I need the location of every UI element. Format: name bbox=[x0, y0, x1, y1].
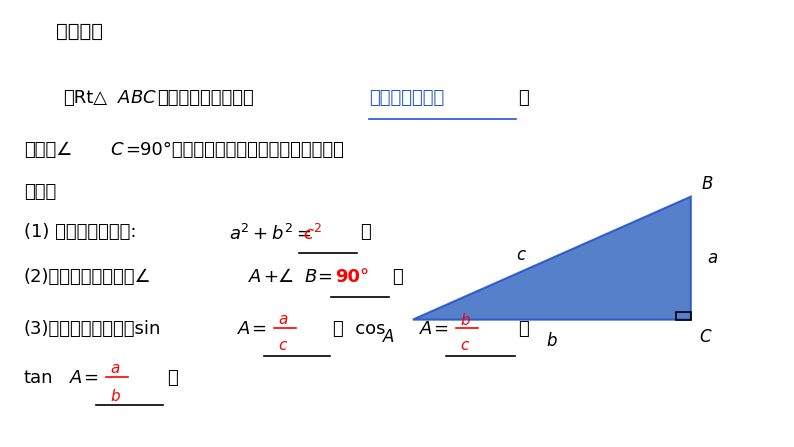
Text: $A$: $A$ bbox=[382, 328, 395, 346]
Text: $b$: $b$ bbox=[460, 312, 471, 328]
Text: ，  cos: ， cos bbox=[333, 320, 386, 337]
Text: 在Rt△: 在Rt△ bbox=[64, 89, 108, 107]
Text: 系呢？: 系呢？ bbox=[24, 183, 56, 201]
Text: $A$: $A$ bbox=[69, 369, 83, 387]
Text: $C$: $C$ bbox=[110, 141, 124, 159]
Text: =: = bbox=[434, 320, 449, 337]
Text: ，: ， bbox=[518, 320, 529, 337]
Text: tan: tan bbox=[24, 369, 53, 387]
Text: ，其中∠: ，其中∠ bbox=[24, 141, 72, 159]
Text: $A$: $A$ bbox=[248, 268, 262, 286]
Text: $a$: $a$ bbox=[278, 312, 289, 327]
Text: ；: ； bbox=[392, 268, 403, 286]
Text: (2)锐角之间的关系：∠: (2)锐角之间的关系：∠ bbox=[24, 268, 152, 286]
Text: =: = bbox=[318, 268, 333, 286]
Text: ；: ； bbox=[360, 224, 372, 241]
Text: =: = bbox=[251, 320, 266, 337]
Text: $B$: $B$ bbox=[304, 268, 318, 286]
Text: $b$: $b$ bbox=[546, 332, 557, 350]
Text: $B$: $B$ bbox=[701, 175, 714, 193]
Text: $b$: $b$ bbox=[110, 388, 121, 404]
Text: $a^2+b^2=$: $a^2+b^2=$ bbox=[229, 224, 311, 244]
Text: $C$: $C$ bbox=[699, 328, 712, 346]
Text: 三条边，三个角: 三条边，三个角 bbox=[369, 89, 445, 107]
Polygon shape bbox=[413, 197, 691, 320]
Text: $ABC$: $ABC$ bbox=[117, 89, 157, 107]
Bar bbox=[676, 312, 691, 320]
Text: $c$: $c$ bbox=[516, 245, 527, 264]
Text: 中，共有六个元素（: 中，共有六个元素（ bbox=[157, 89, 254, 107]
Text: 90°: 90° bbox=[335, 268, 369, 286]
Text: $a$: $a$ bbox=[110, 361, 121, 376]
Text: +∠: +∠ bbox=[264, 268, 295, 286]
Text: ）: ） bbox=[518, 89, 530, 107]
Text: $a$: $a$ bbox=[707, 249, 718, 267]
Text: =90°，那么其余五个元素之间有怎样的关: =90°，那么其余五个元素之间有怎样的关 bbox=[125, 141, 345, 159]
Text: 复习导入: 复习导入 bbox=[56, 22, 102, 42]
Text: $c$: $c$ bbox=[461, 338, 470, 354]
Text: (1) 三边之间的关系:: (1) 三边之间的关系: bbox=[24, 224, 137, 241]
Text: =: = bbox=[83, 369, 98, 387]
Text: $A$: $A$ bbox=[237, 320, 251, 337]
Text: (3)边角之间的关系：sin: (3)边角之间的关系：sin bbox=[24, 320, 161, 337]
Text: $A$: $A$ bbox=[419, 320, 434, 337]
Text: $c$: $c$ bbox=[279, 338, 288, 354]
Text: 。: 。 bbox=[167, 369, 178, 387]
Text: $c^2$: $c^2$ bbox=[303, 224, 323, 244]
